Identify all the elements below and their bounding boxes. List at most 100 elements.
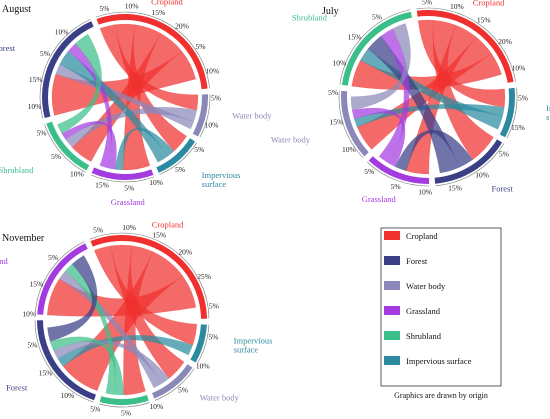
tick-label: 15% [477,16,491,25]
tick-label: 10% [22,310,36,319]
arc-grassland [368,156,430,185]
tick-label: 5% [194,145,204,154]
tick-ring-impervious-surface [506,87,518,139]
tick-label: 5% [175,165,185,174]
tick-ring-water-body [338,90,364,158]
legend: Cropland Forest Water body Grassland Shrubla… [380,227,502,387]
legend-swatch-grassland [384,306,400,315]
tick-ring-cropland [416,7,516,82]
arc-impervious-surface [499,87,515,138]
tick-ring-cropland [95,11,210,89]
legend-box [380,227,502,387]
tick-label: 5% [121,408,131,417]
tick-ring-forest [39,19,91,119]
tick-labels: 5% 10% 15% 20% 10% 5% 15% 5% 10% 15% 10% 5% 5% 10% 15%… [328,0,528,196]
tick-label: 5% [124,183,134,192]
tick-label: 5% [51,152,61,161]
tick-ring-impervious-surface [159,142,198,175]
tick-label: 10% [70,170,84,179]
category-label-cropland: Cropland [152,219,184,229]
arc-impervious-surface [156,138,196,173]
tick-label: 15% [348,32,362,41]
tick-label: 10% [342,145,356,154]
tick-label: 15% [29,279,43,288]
tick-label: 5% [40,49,50,58]
chart-title: August [2,4,31,15]
legend-label-water-body: Water body [406,281,446,291]
legend-label-forest: Forest [406,256,428,266]
chord-chart-august: August Cropland Water body Impervious surfac… [0,0,272,207]
chord-chart-november: November Cropland Impervious surface Water b… [0,219,272,417]
chord-cropland-to-forest [62,251,183,392]
tick-ring-forest [435,143,505,186]
category-label-water-body: Water body [232,110,272,120]
category-label-cropland: Cropland [473,0,505,8]
chord-cropland-to-grassland [46,275,197,317]
arc-water-body [341,90,369,157]
tick-label: 5% [93,226,103,235]
tick-label: 20% [178,247,192,256]
tick-label: 25% [197,272,211,281]
legend-swatch-shrubland [384,331,400,340]
tick-label: 10% [28,102,42,111]
tick-label: 10% [332,58,346,67]
tick-label: 15% [29,75,43,84]
chords [350,19,506,175]
tick-ring-impervious-surface [197,324,210,364]
tick-label: 10% [55,27,69,36]
arc-shrubland [341,11,412,86]
category-arcs [34,232,210,408]
tick-label: 5% [27,340,37,349]
tick-label: 5% [422,0,432,7]
category-label-shrubland: Shrubland [292,12,328,22]
tick-label: 10% [125,2,139,11]
category-label-grassland: Grassland [362,194,397,204]
tick-label: 5% [209,301,219,310]
arc-impervious-surface [190,324,207,363]
tick-label: 10% [205,67,219,76]
chord-grassland-to-forest [67,43,113,169]
chord-cropland-to-forest [51,50,197,116]
tick-label: 5% [518,93,528,102]
tick-label: 15% [151,8,165,17]
chord-water-body-to-grassland [59,270,162,389]
tick-ring-water-body [199,94,211,138]
tick-label: 15% [330,118,344,127]
legend-swatch-cropland [384,231,400,240]
chord-cropland-to-shrubland [351,53,502,90]
chord-shrubland-to-forest [57,33,102,134]
arc-grassland [91,167,154,180]
tick-ring-shrubland [339,9,411,85]
tick-label: 5% [208,333,218,342]
legend-label-grassland: Grassland [406,306,441,316]
tick-label: 15% [95,181,109,190]
tick-label: 5% [211,94,221,103]
category-label-forest: Forest [491,183,513,193]
tick-label: 15% [448,184,462,193]
legend-label-impervious-surface: Impervious surface [406,356,472,366]
arc-cropland [90,235,207,319]
tick-label: 5% [499,150,509,159]
chord-water-body-to-shrubland [350,23,411,111]
tick-label: 5% [372,12,382,21]
tick-label: 5% [37,129,47,138]
arc-grassland [37,243,88,315]
legend-swatch-impervious-surface [384,356,400,365]
arc-forest [37,320,96,401]
tick-ring-cropland [89,232,210,319]
tick-label: 5% [196,42,206,51]
arc-cropland [416,10,514,83]
chords [51,23,199,171]
category-label-grassland: Grassland [111,197,146,207]
tick-label: 10% [150,402,164,411]
tick-label: 15% [39,369,53,378]
tick-label: 10% [418,187,432,196]
legend-swatch-water-body [384,281,400,290]
tick-label: 10% [205,121,219,130]
chord-grassland-to-shrubland [61,121,117,170]
arc-water-body [192,94,208,137]
chord-forest-to-shrubland [367,35,460,174]
